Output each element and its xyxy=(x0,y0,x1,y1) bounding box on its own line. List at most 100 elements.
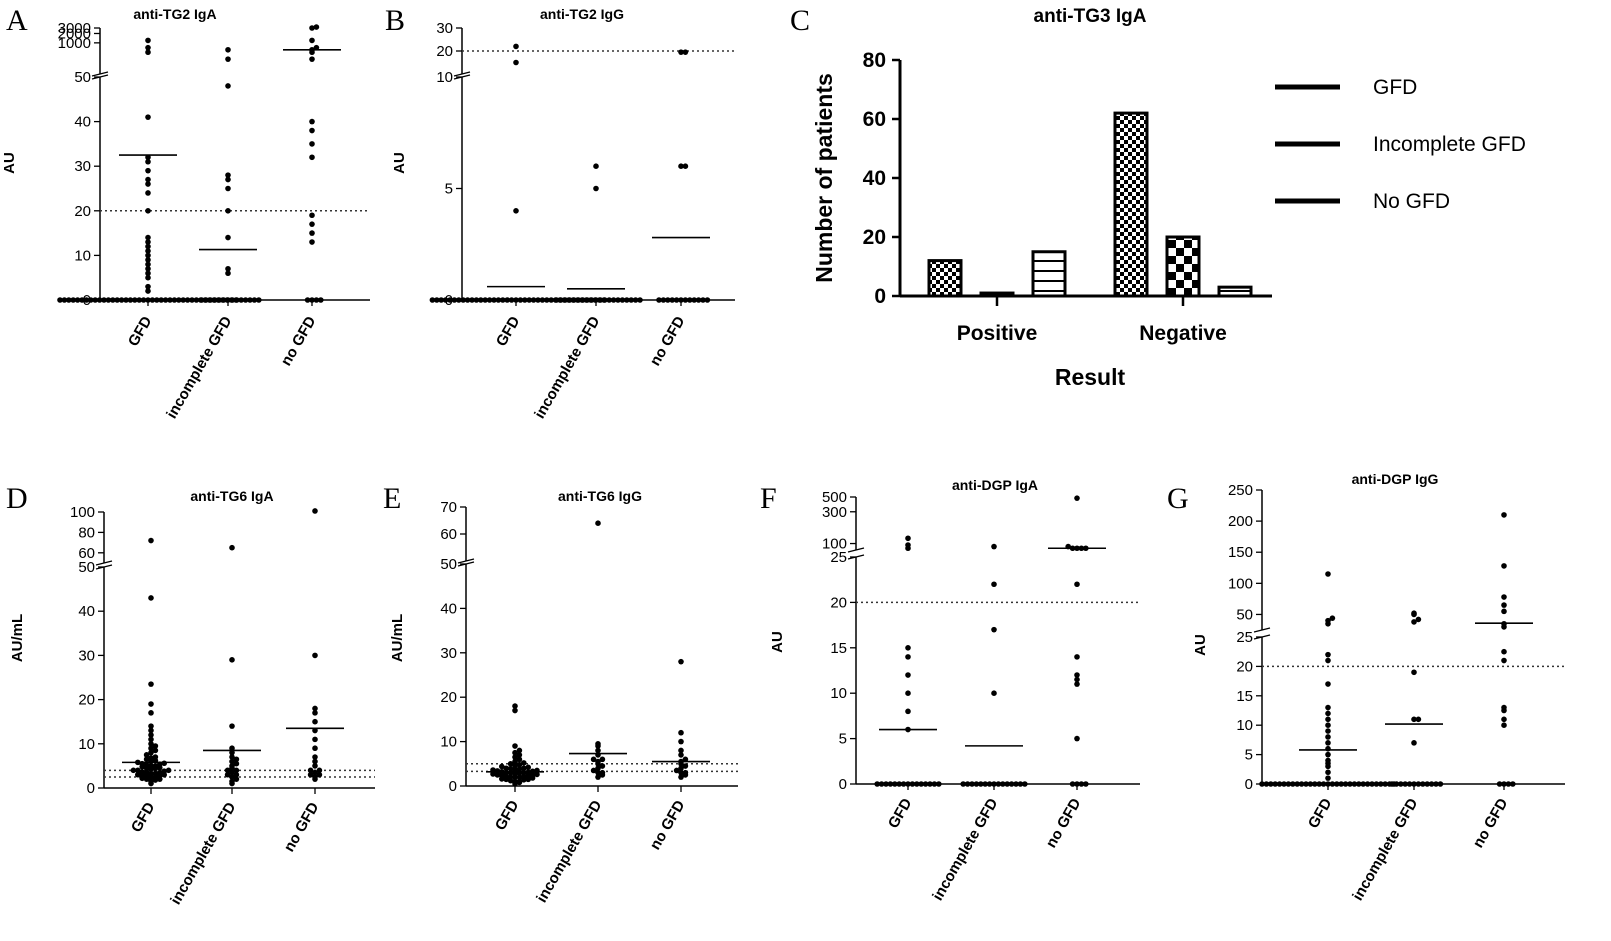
y-tick-label: 150 xyxy=(1228,544,1253,561)
data-point xyxy=(982,781,988,787)
y-tick-label: 70 xyxy=(440,499,457,516)
data-point xyxy=(130,767,137,774)
data-point xyxy=(148,732,154,738)
y-tick-label: 25 xyxy=(1236,629,1253,646)
y-tick-label: 20 xyxy=(436,43,453,60)
data-point xyxy=(70,297,76,303)
data-point xyxy=(1505,781,1512,787)
data-point xyxy=(1022,781,1028,787)
data-point xyxy=(132,297,138,303)
data-point xyxy=(313,24,320,30)
data-point xyxy=(1325,728,1331,734)
data-point xyxy=(516,778,523,785)
axis-break-mark xyxy=(1253,627,1271,633)
data-point xyxy=(148,741,154,747)
x-category-label: GFD xyxy=(493,313,524,349)
panel-title: anti-TG6 IgA xyxy=(190,488,273,504)
data-point xyxy=(516,774,523,780)
y-tick-label: 40 xyxy=(440,600,457,617)
panel-title: anti-TG2 IgA xyxy=(133,6,216,22)
data-point xyxy=(307,771,314,778)
data-point xyxy=(212,297,218,303)
data-point xyxy=(229,749,235,756)
data-point xyxy=(544,297,550,303)
data-point xyxy=(309,127,315,134)
data-point xyxy=(1004,781,1010,787)
data-point xyxy=(588,297,595,303)
data-point xyxy=(203,297,209,303)
y-tick-label: 20 xyxy=(830,594,847,611)
data-point xyxy=(145,167,151,174)
data-point xyxy=(233,776,240,782)
data-point xyxy=(593,297,599,303)
data-point xyxy=(429,297,436,303)
data-point xyxy=(521,773,527,780)
data-point xyxy=(1074,681,1080,687)
x-category-label: no GFD xyxy=(278,313,320,369)
data-point xyxy=(224,771,231,778)
data-point xyxy=(145,176,151,183)
data-point xyxy=(1325,769,1331,776)
data-point xyxy=(1510,781,1516,787)
data-point xyxy=(606,297,612,303)
panel-letter: F xyxy=(760,482,777,515)
data-point xyxy=(148,595,154,601)
data-point xyxy=(1307,781,1314,787)
data-point xyxy=(88,297,94,303)
data-point xyxy=(312,710,318,716)
data-point xyxy=(513,43,519,50)
data-point xyxy=(1325,716,1331,723)
bar xyxy=(1113,111,1149,298)
data-point xyxy=(229,745,235,752)
data-point xyxy=(624,297,630,303)
x-category-label: GFD xyxy=(128,799,159,835)
data-point xyxy=(152,770,159,777)
data-point xyxy=(234,297,240,303)
data-point xyxy=(991,543,997,550)
data-point xyxy=(1259,781,1265,787)
data-point xyxy=(143,773,150,780)
data-point xyxy=(83,297,90,303)
data-point xyxy=(154,297,160,303)
data-point xyxy=(593,163,599,169)
y-tick-label: 20 xyxy=(78,692,95,709)
data-point xyxy=(1501,512,1507,518)
data-point xyxy=(508,297,515,303)
data-point xyxy=(628,297,634,303)
y-tick-label: 25 xyxy=(830,549,847,566)
data-point xyxy=(1347,781,1353,787)
data-point xyxy=(229,769,235,776)
data-point xyxy=(1325,617,1331,624)
data-point xyxy=(145,44,151,51)
data-point xyxy=(678,774,684,780)
y-tick-label: 30 xyxy=(440,645,457,662)
y-tick-label: 0 xyxy=(1245,776,1253,793)
y-tick-label: 30 xyxy=(74,158,91,175)
data-point xyxy=(682,769,689,776)
data-point xyxy=(473,297,480,303)
panel-title: anti-TG3 IgA xyxy=(1034,6,1147,27)
data-point xyxy=(521,765,527,772)
data-point xyxy=(516,747,523,754)
data-point xyxy=(931,781,938,787)
panel-letter: B xyxy=(385,4,405,37)
data-point xyxy=(960,781,966,787)
data-point xyxy=(193,297,200,303)
y-tick-label: 100 xyxy=(822,536,847,553)
data-point xyxy=(682,163,689,169)
data-point xyxy=(238,297,244,303)
panel-letter: E xyxy=(383,482,401,515)
data-point xyxy=(312,705,318,712)
data-point xyxy=(964,781,971,787)
data-point xyxy=(665,297,671,303)
data-point xyxy=(66,297,72,303)
data-point xyxy=(145,265,151,272)
data-point xyxy=(660,297,667,303)
data-point xyxy=(900,781,907,787)
data-point xyxy=(973,781,980,787)
data-point xyxy=(152,743,159,749)
data-point xyxy=(1281,781,1287,787)
